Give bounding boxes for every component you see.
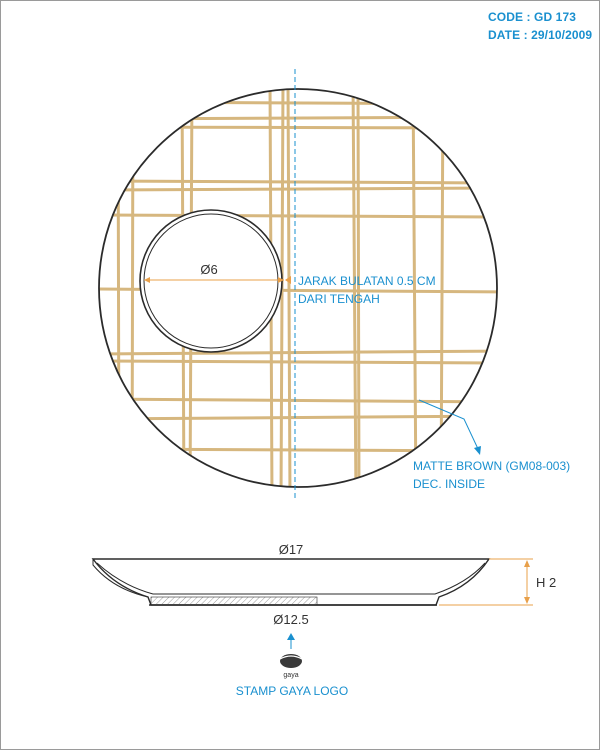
offset-callout: JARAK BULATAN 0.5 CM DARI TENGAH [285, 274, 436, 306]
offset-note-line1: JARAK BULATAN 0.5 CM [298, 274, 436, 288]
base-diameter-label: Ø12.5 [273, 612, 308, 627]
offset-note-line2: DARI TENGAH [298, 292, 380, 306]
decoration-note-line2: DEC. INSIDE [413, 477, 485, 491]
stamp-label: STAMP GAYA LOGO [236, 684, 348, 698]
inner-surface [96, 562, 486, 595]
decoration-note-line1: MATTE BROWN (GM08-003) [413, 459, 570, 473]
plate-outline [98, 88, 498, 488]
gaya-logo-text: gaya [283, 672, 298, 679]
drawing-date: DATE : 29/10/2009 [488, 28, 593, 42]
side-view: Ø17 H 2 Ø12.5 [91, 542, 556, 627]
product-code: CODE : GD 173 [488, 10, 576, 24]
base-hatch-section [150, 596, 318, 606]
outer-diameter-label: Ø17 [279, 542, 304, 557]
height-label: H 2 [536, 575, 556, 590]
inner-diameter-label: Ø6 [200, 262, 217, 277]
top-view: Ø6 JARAK BULATAN 0.5 CM DARI TENGAH MATT… [98, 69, 570, 501]
stamp-callout: gaya STAMP GAYA LOGO [236, 633, 348, 698]
decoration-callout: MATTE BROWN (GM08-003) DEC. INSIDE [413, 399, 570, 491]
height-dimension: H 2 [439, 558, 556, 606]
gaya-logo-icon: gaya [279, 654, 303, 679]
inner-well [139, 209, 283, 353]
inner-diameter-dimension: Ø6 [144, 262, 284, 283]
rim-edge [92, 559, 149, 598]
